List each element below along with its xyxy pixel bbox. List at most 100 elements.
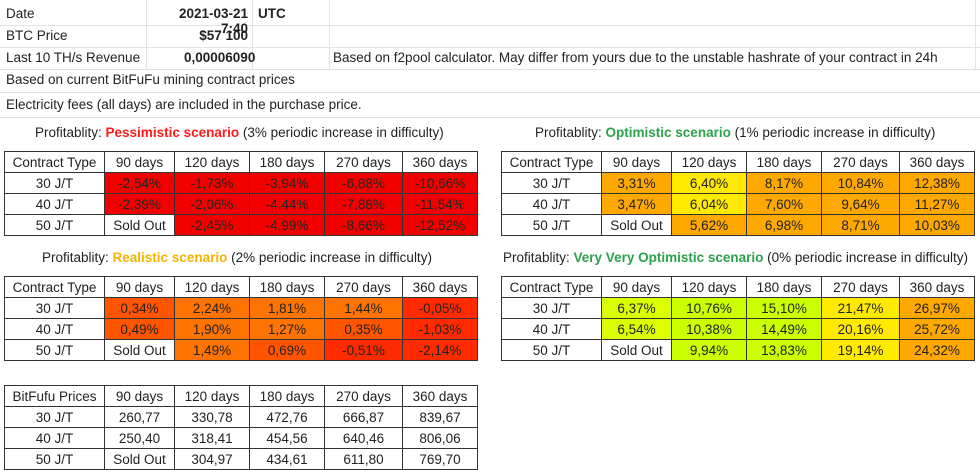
table-row: 50 J/T Sold Out 9,94% 13,83% 19,14% 24,32% (501, 339, 975, 361)
row-label: 40 J/T (501, 318, 602, 340)
value-cell: -4,99% (249, 214, 325, 236)
value-cell: Sold Out (601, 339, 672, 361)
value-cell: 6,37% (601, 297, 672, 319)
grid-line (0, 47, 980, 48)
value-cell: -3,94% (249, 172, 325, 194)
row-label: 40 J/T (4, 193, 105, 215)
table-row: 30 J/T 3,31% 6,40% 8,17% 10,84% 12,38% (501, 172, 975, 194)
row-label: 40 J/T (4, 318, 105, 340)
value-cell: 1,81% (249, 297, 325, 319)
column-header: 180 days (249, 385, 325, 407)
table-row: 50 J/T Sold Out 5,62% 6,98% 8,71% 10,03% (501, 214, 975, 236)
grid-line (0, 25, 980, 26)
revenue-note: Based on f2pool calculator. May differ f… (333, 50, 938, 65)
value-cell: -2,45% (174, 214, 250, 236)
column-header: 270 days (324, 276, 403, 298)
column-header: 180 days (249, 276, 325, 298)
value-cell: 318,41 (174, 427, 250, 449)
very-optimistic-caption: Profitablity: Very Very Optimistic scena… (503, 250, 968, 265)
value-cell: Sold Out (104, 339, 175, 361)
table-row: 40 J/T 6,54% 10,38% 14,49% 20,16% 25,72% (501, 318, 975, 340)
electricity-note: Electricity fees (all days) are included… (6, 97, 362, 112)
column-header: 180 days (746, 276, 822, 298)
value-cell: 611,80 (324, 448, 403, 470)
value-cell: -0,51% (324, 339, 403, 361)
value-cell: -2,54% (104, 172, 175, 194)
btc-price-value: $57 100 (199, 28, 248, 43)
value-cell: 330,78 (174, 406, 250, 428)
value-cell: 10,84% (821, 172, 900, 194)
column-header: 120 days (671, 151, 747, 173)
value-cell: 806,06 (402, 427, 478, 449)
value-cell: -10,66% (402, 172, 478, 194)
optimistic-scenario-name: Optimistic scenario (605, 125, 731, 140)
grid-line (0, 117, 980, 118)
value-cell: 6,04% (671, 193, 747, 215)
value-cell: 8,17% (746, 172, 822, 194)
column-header: 180 days (746, 151, 822, 173)
value-cell: 1,44% (324, 297, 403, 319)
date-timezone: UTC (258, 6, 286, 21)
column-header-type: Contract Type (501, 151, 602, 173)
value-cell: 3,47% (601, 193, 672, 215)
value-cell: 7,60% (746, 193, 822, 215)
column-header-type: BitFufu Prices (4, 385, 105, 407)
grid-line (975, 0, 976, 70)
table-header-row: Contract Type 90 days 120 days 180 days 270 … (501, 276, 975, 298)
grid-line (252, 0, 253, 70)
value-cell: 9,94% (671, 339, 747, 361)
row-label: 50 J/T (501, 339, 602, 361)
column-header-type: Contract Type (4, 151, 105, 173)
table-row: 50 J/T Sold Out -2,45% -4,99% -8,66% -12,52% (4, 214, 478, 236)
grid-line (0, 69, 980, 70)
table-header-row: Contract Type 90 days 120 days 180 days 270 … (4, 151, 478, 173)
value-cell: 13,83% (746, 339, 822, 361)
pessimistic-table: Contract Type 90 days 120 days 180 days 270 … (4, 151, 478, 236)
column-header: 360 days (899, 151, 975, 173)
value-cell: 11,27% (899, 193, 975, 215)
value-cell: -12,52% (402, 214, 478, 236)
column-header: 360 days (402, 276, 478, 298)
optimistic-table: Contract Type 90 days 120 days 180 days 270 … (501, 151, 975, 236)
column-header: 360 days (402, 385, 478, 407)
column-header: 270 days (821, 276, 900, 298)
value-cell: -0,05% (402, 297, 478, 319)
table-row: 30 J/T -2,54% -1,73% -3,94% -6,88% -10,66% (4, 172, 478, 194)
column-header: 270 days (324, 151, 403, 173)
value-cell: 2,24% (174, 297, 250, 319)
value-cell: 640,46 (324, 427, 403, 449)
row-label: 50 J/T (4, 214, 105, 236)
row-label: 40 J/T (501, 193, 602, 215)
value-cell: -2,39% (104, 193, 175, 215)
value-cell: -6,88% (324, 172, 403, 194)
table-row: 30 J/T 6,37% 10,76% 15,10% 21,47% 26,97% (501, 297, 975, 319)
value-cell: 12,38% (899, 172, 975, 194)
value-cell: 472,76 (249, 406, 325, 428)
value-cell: 6,54% (601, 318, 672, 340)
value-cell: Sold Out (104, 214, 175, 236)
value-cell: -4,44% (249, 193, 325, 215)
value-cell: 14,49% (746, 318, 822, 340)
column-header: 120 days (671, 276, 747, 298)
row-label: 30 J/T (4, 172, 105, 194)
optimistic-caption: Profitablity: Optimistic scenario (1% pe… (535, 125, 936, 140)
value-cell: 9,64% (821, 193, 900, 215)
column-header: 90 days (104, 385, 175, 407)
btc-price-label: BTC Price (6, 28, 68, 43)
value-cell: 454,56 (249, 427, 325, 449)
row-label: 40 J/T (4, 427, 105, 449)
value-cell: 1,27% (249, 318, 325, 340)
bitfufu-prices-table: BitFufu Prices 90 days 120 days 180 days 270… (4, 385, 478, 470)
revenue-value: 0,00006090 (184, 50, 256, 65)
value-cell: 839,67 (402, 406, 478, 428)
value-cell: 434,61 (249, 448, 325, 470)
value-cell: 0,69% (249, 339, 325, 361)
column-header: 120 days (174, 385, 250, 407)
table-row: 40 J/T 3,47% 6,04% 7,60% 9,64% 11,27% (501, 193, 975, 215)
value-cell: 1,90% (174, 318, 250, 340)
value-cell: 21,47% (821, 297, 900, 319)
date-value: 2021-03-21 7:40 (178, 6, 248, 36)
value-cell: Sold Out (104, 448, 175, 470)
value-cell: -2,06% (174, 193, 250, 215)
value-cell: 5,62% (671, 214, 747, 236)
